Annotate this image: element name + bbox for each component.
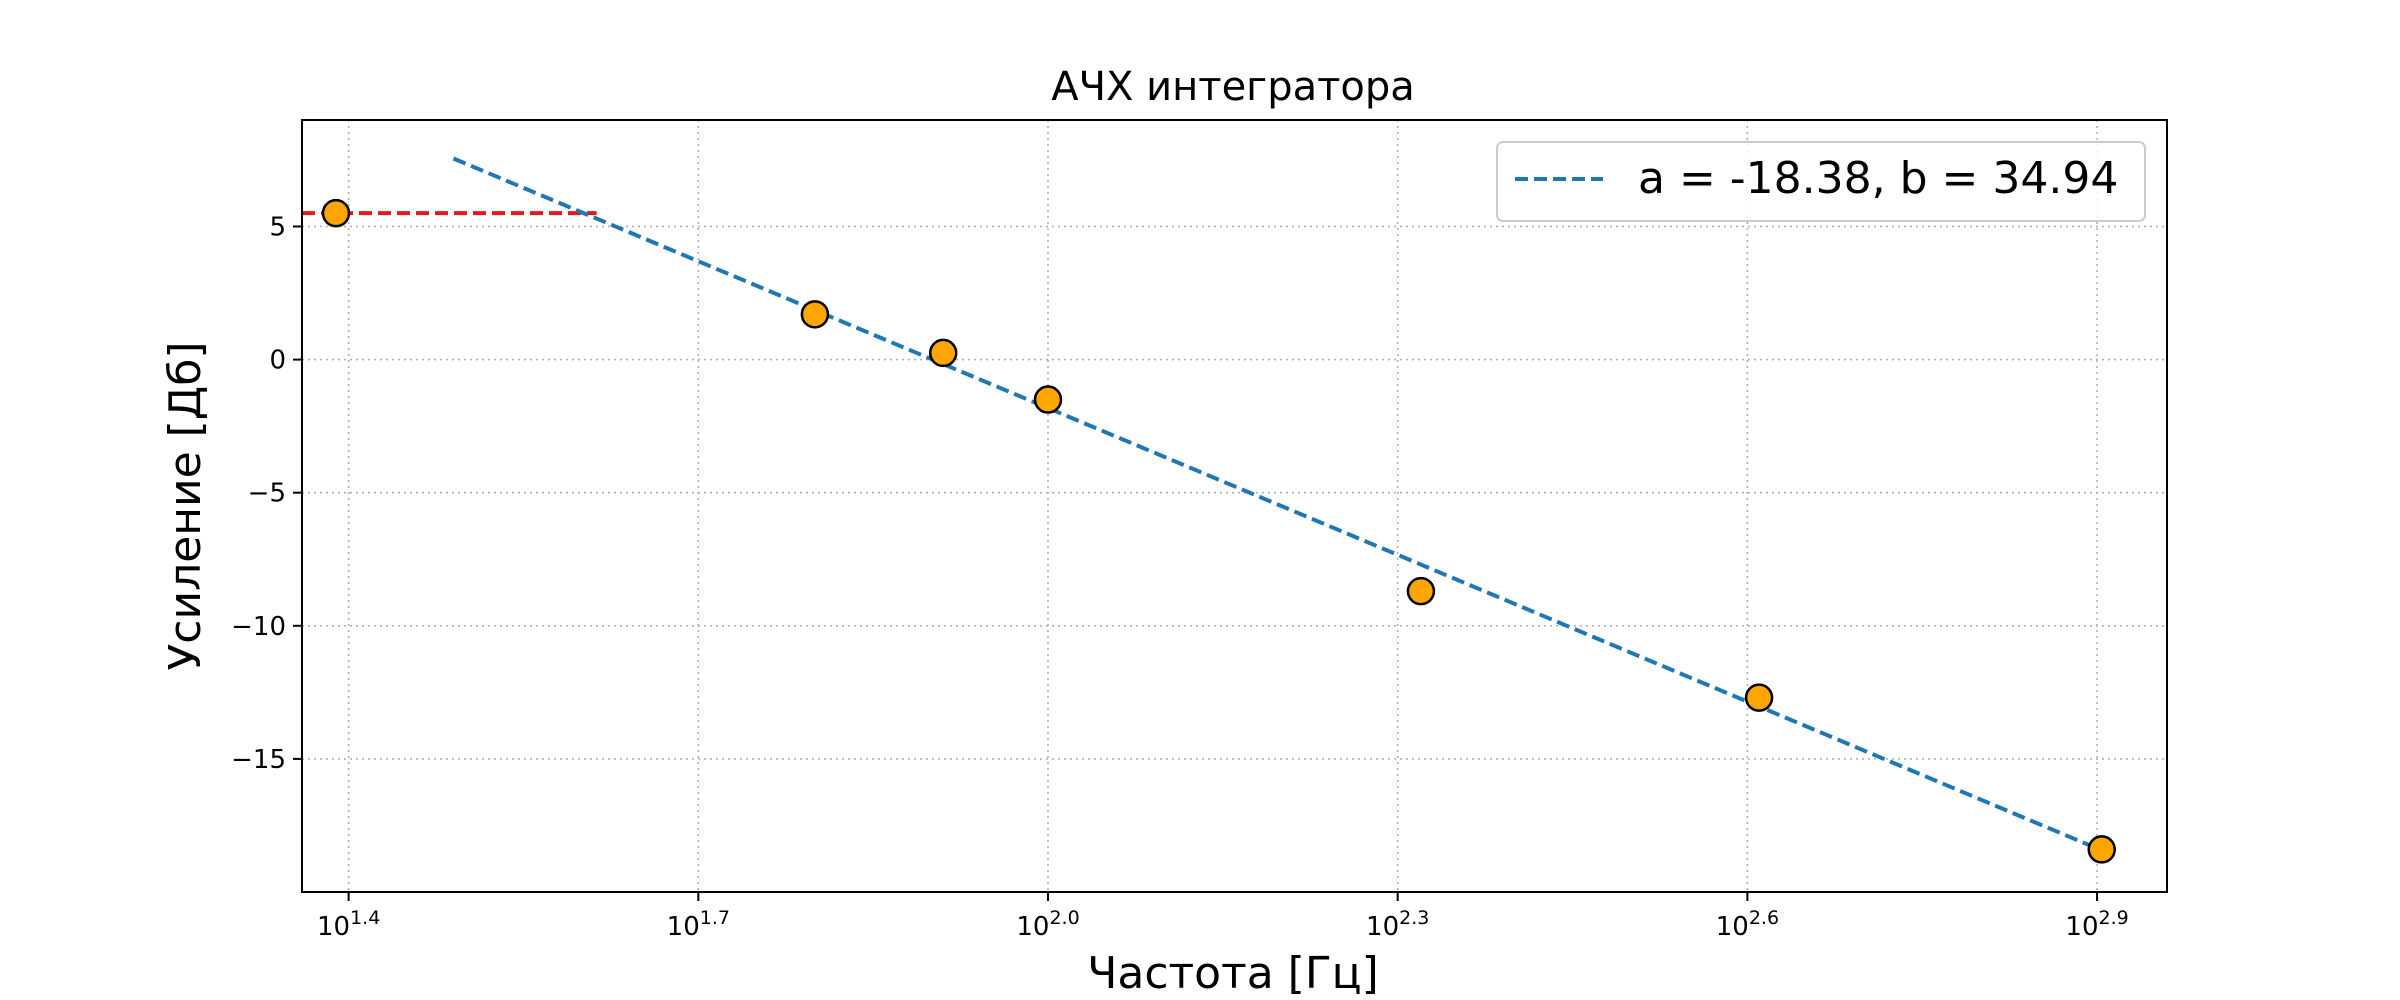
y-tick-label: −10 bbox=[231, 612, 286, 642]
x-tick-label: 101.4 bbox=[317, 907, 380, 942]
x-tick-label: 102.9 bbox=[2065, 907, 2128, 942]
x-ticks: 101.4 101.7 102.0 102.3 102.6 102.9 bbox=[317, 892, 2129, 942]
x-tick-label: 101.7 bbox=[667, 907, 730, 942]
data-point bbox=[1033, 385, 1063, 414]
data-points bbox=[321, 198, 2116, 864]
x-tick-label: 102.3 bbox=[1366, 907, 1429, 942]
x-axis-label: Частота [Гц] bbox=[1087, 948, 1379, 999]
data-point bbox=[928, 338, 958, 368]
data-point bbox=[800, 300, 830, 329]
data-point bbox=[2087, 835, 2116, 864]
grid-lines bbox=[302, 120, 2167, 892]
data-point bbox=[1406, 576, 1436, 606]
y-ticks: −15 −10 −5 0 5 bbox=[231, 212, 302, 775]
plot-frame bbox=[301, 119, 2168, 893]
legend-box bbox=[1496, 141, 2146, 222]
y-tick-label: −15 bbox=[231, 745, 286, 775]
data-point bbox=[321, 198, 351, 228]
legend: a = -18.38, b = 34.94 bbox=[1496, 141, 2146, 222]
chart-title: АЧХ интегратора bbox=[1051, 64, 1415, 110]
y-axis-label: Усиление [Дб] bbox=[160, 341, 211, 670]
data-point bbox=[1744, 683, 1774, 712]
legend-fit-label: a = -18.38, b = 34.94 bbox=[1638, 153, 2118, 204]
x-tick-label: 102.0 bbox=[1016, 907, 1079, 942]
y-tick-label: 5 bbox=[269, 212, 286, 242]
fit-line-layer bbox=[452, 156, 2103, 853]
fit-line bbox=[452, 156, 2103, 853]
y-tick-label: −5 bbox=[248, 479, 286, 509]
y-tick-label: 0 bbox=[269, 346, 286, 376]
x-tick-label: 102.6 bbox=[1716, 907, 1779, 942]
